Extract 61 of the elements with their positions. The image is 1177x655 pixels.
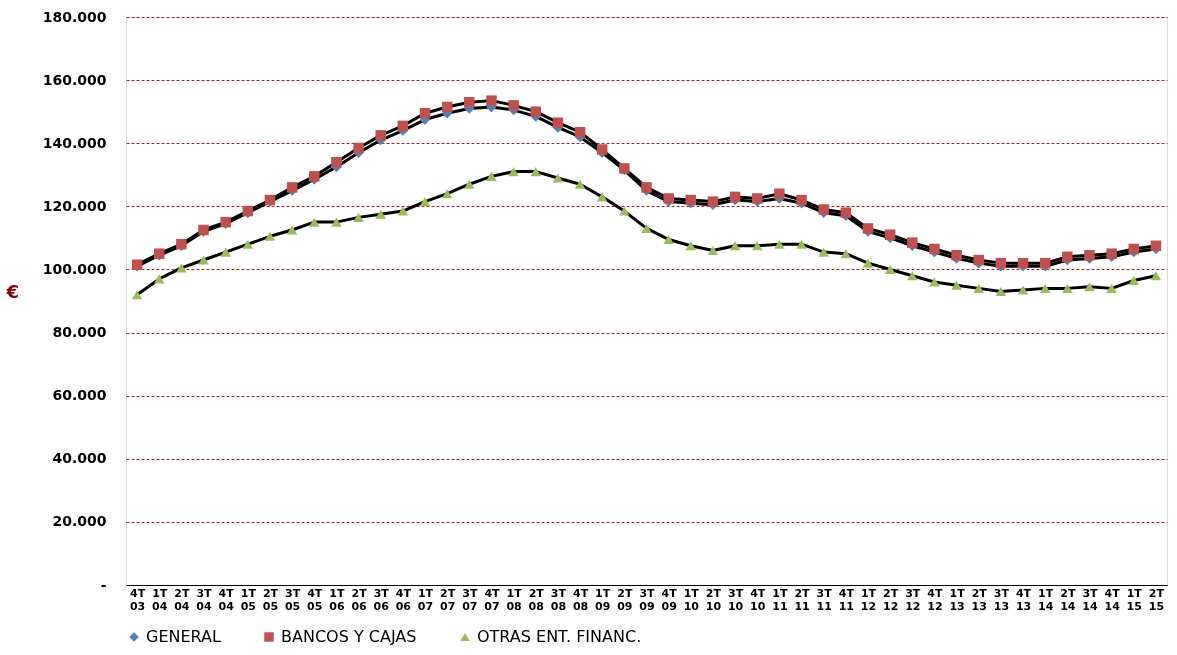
x-tick-label: 2T 11 bbox=[794, 586, 811, 613]
x-tick-label: 1T 12 bbox=[860, 586, 877, 613]
x-tick-label: 4T 08 bbox=[572, 586, 589, 613]
x-tick-label: 4T 05 bbox=[307, 586, 323, 613]
x-tick-label: 4T 14 bbox=[1104, 586, 1121, 613]
x-tick-label: 4T 10 bbox=[750, 586, 766, 613]
y-tick-label: 80.000 bbox=[52, 324, 107, 341]
y-tick-label: 60.000 bbox=[52, 387, 107, 404]
x-tick-label: 1T 04 bbox=[152, 586, 168, 613]
x-tick-label: 2T 06 bbox=[351, 586, 368, 613]
x-tick-label: 4T 11 bbox=[838, 586, 855, 613]
x-tick-label: 4T 13 bbox=[1015, 586, 1032, 613]
x-tick-label: 1T 10 bbox=[683, 586, 700, 613]
x-tick-label: 3T 06 bbox=[373, 586, 390, 613]
x-tick-label: 1T 07 bbox=[417, 586, 434, 613]
x-tick-label: 4T 12 bbox=[927, 586, 943, 613]
y-tick-label: - bbox=[100, 576, 107, 593]
x-tick-label: 4T 03 bbox=[129, 586, 146, 613]
x-tick-label: 3T 08 bbox=[550, 586, 567, 613]
y-tick-label: 120.000 bbox=[42, 197, 107, 214]
x-tick-label: 2T 09 bbox=[617, 586, 633, 613]
x-tick-label: 4T 09 bbox=[661, 586, 678, 613]
x-tick-label: 3T 11 bbox=[816, 586, 833, 613]
legend-label: OTRAS ENT. FINANC. bbox=[477, 627, 642, 646]
x-tick-label: 4T 04 bbox=[218, 586, 235, 613]
x-tick-label: 1T 06 bbox=[329, 586, 345, 613]
y-tick-label: 180.000 bbox=[42, 8, 107, 25]
legend-label: GENERAL bbox=[146, 627, 221, 646]
x-tick-label: 2T 05 bbox=[262, 586, 279, 613]
x-tick-label: 1T 11 bbox=[772, 586, 788, 613]
x-tick-label: 2T 15 bbox=[1148, 586, 1165, 613]
x-tick-label: 2T 04 bbox=[174, 586, 190, 613]
x-tick-label: 2T 10 bbox=[705, 586, 722, 613]
x-tick-label: 4T 06 bbox=[395, 586, 412, 613]
x-tick-label: 2T 08 bbox=[528, 586, 545, 613]
x-tick-label: 2T 14 bbox=[1060, 586, 1076, 613]
x-tick-label: 3T 09 bbox=[639, 586, 656, 613]
y-axis-title: € bbox=[5, 280, 19, 302]
x-tick-label: 1T 13 bbox=[949, 586, 966, 613]
x-tick-label: 3T 10 bbox=[727, 586, 744, 613]
legend-label: BANCOS Y CAJAS bbox=[281, 627, 417, 646]
x-tick-label: 3T 05 bbox=[284, 586, 301, 613]
y-tick-label: 160.000 bbox=[42, 71, 107, 88]
y-tick-label: 20.000 bbox=[52, 513, 107, 530]
x-tick-label: 1T 15 bbox=[1126, 586, 1143, 613]
x-tick-label: 3T 07 bbox=[462, 586, 478, 613]
y-tick-label: 140.000 bbox=[42, 134, 107, 151]
x-tick-label: 1T 05 bbox=[240, 586, 257, 613]
x-tick-label: 3T 04 bbox=[196, 586, 213, 613]
x-tick-label: 1T 14 bbox=[1038, 586, 1054, 613]
x-tick-label: 1T 09 bbox=[595, 586, 611, 613]
x-tick-label: 2T 07 bbox=[440, 586, 456, 613]
x-tick-label: 2T 12 bbox=[882, 586, 899, 613]
x-tick-label: 2T 13 bbox=[971, 586, 988, 613]
x-tick-label: 4T 07 bbox=[484, 586, 501, 613]
x-tick-label: 3T 14 bbox=[1082, 586, 1099, 613]
y-tick-label: 40.000 bbox=[52, 450, 107, 467]
x-tick-label: 3T 13 bbox=[993, 586, 1010, 613]
x-tick-label: 1T 08 bbox=[506, 586, 523, 613]
x-tick-label: 3T 12 bbox=[905, 586, 921, 613]
y-tick-label: 100.000 bbox=[42, 260, 107, 277]
